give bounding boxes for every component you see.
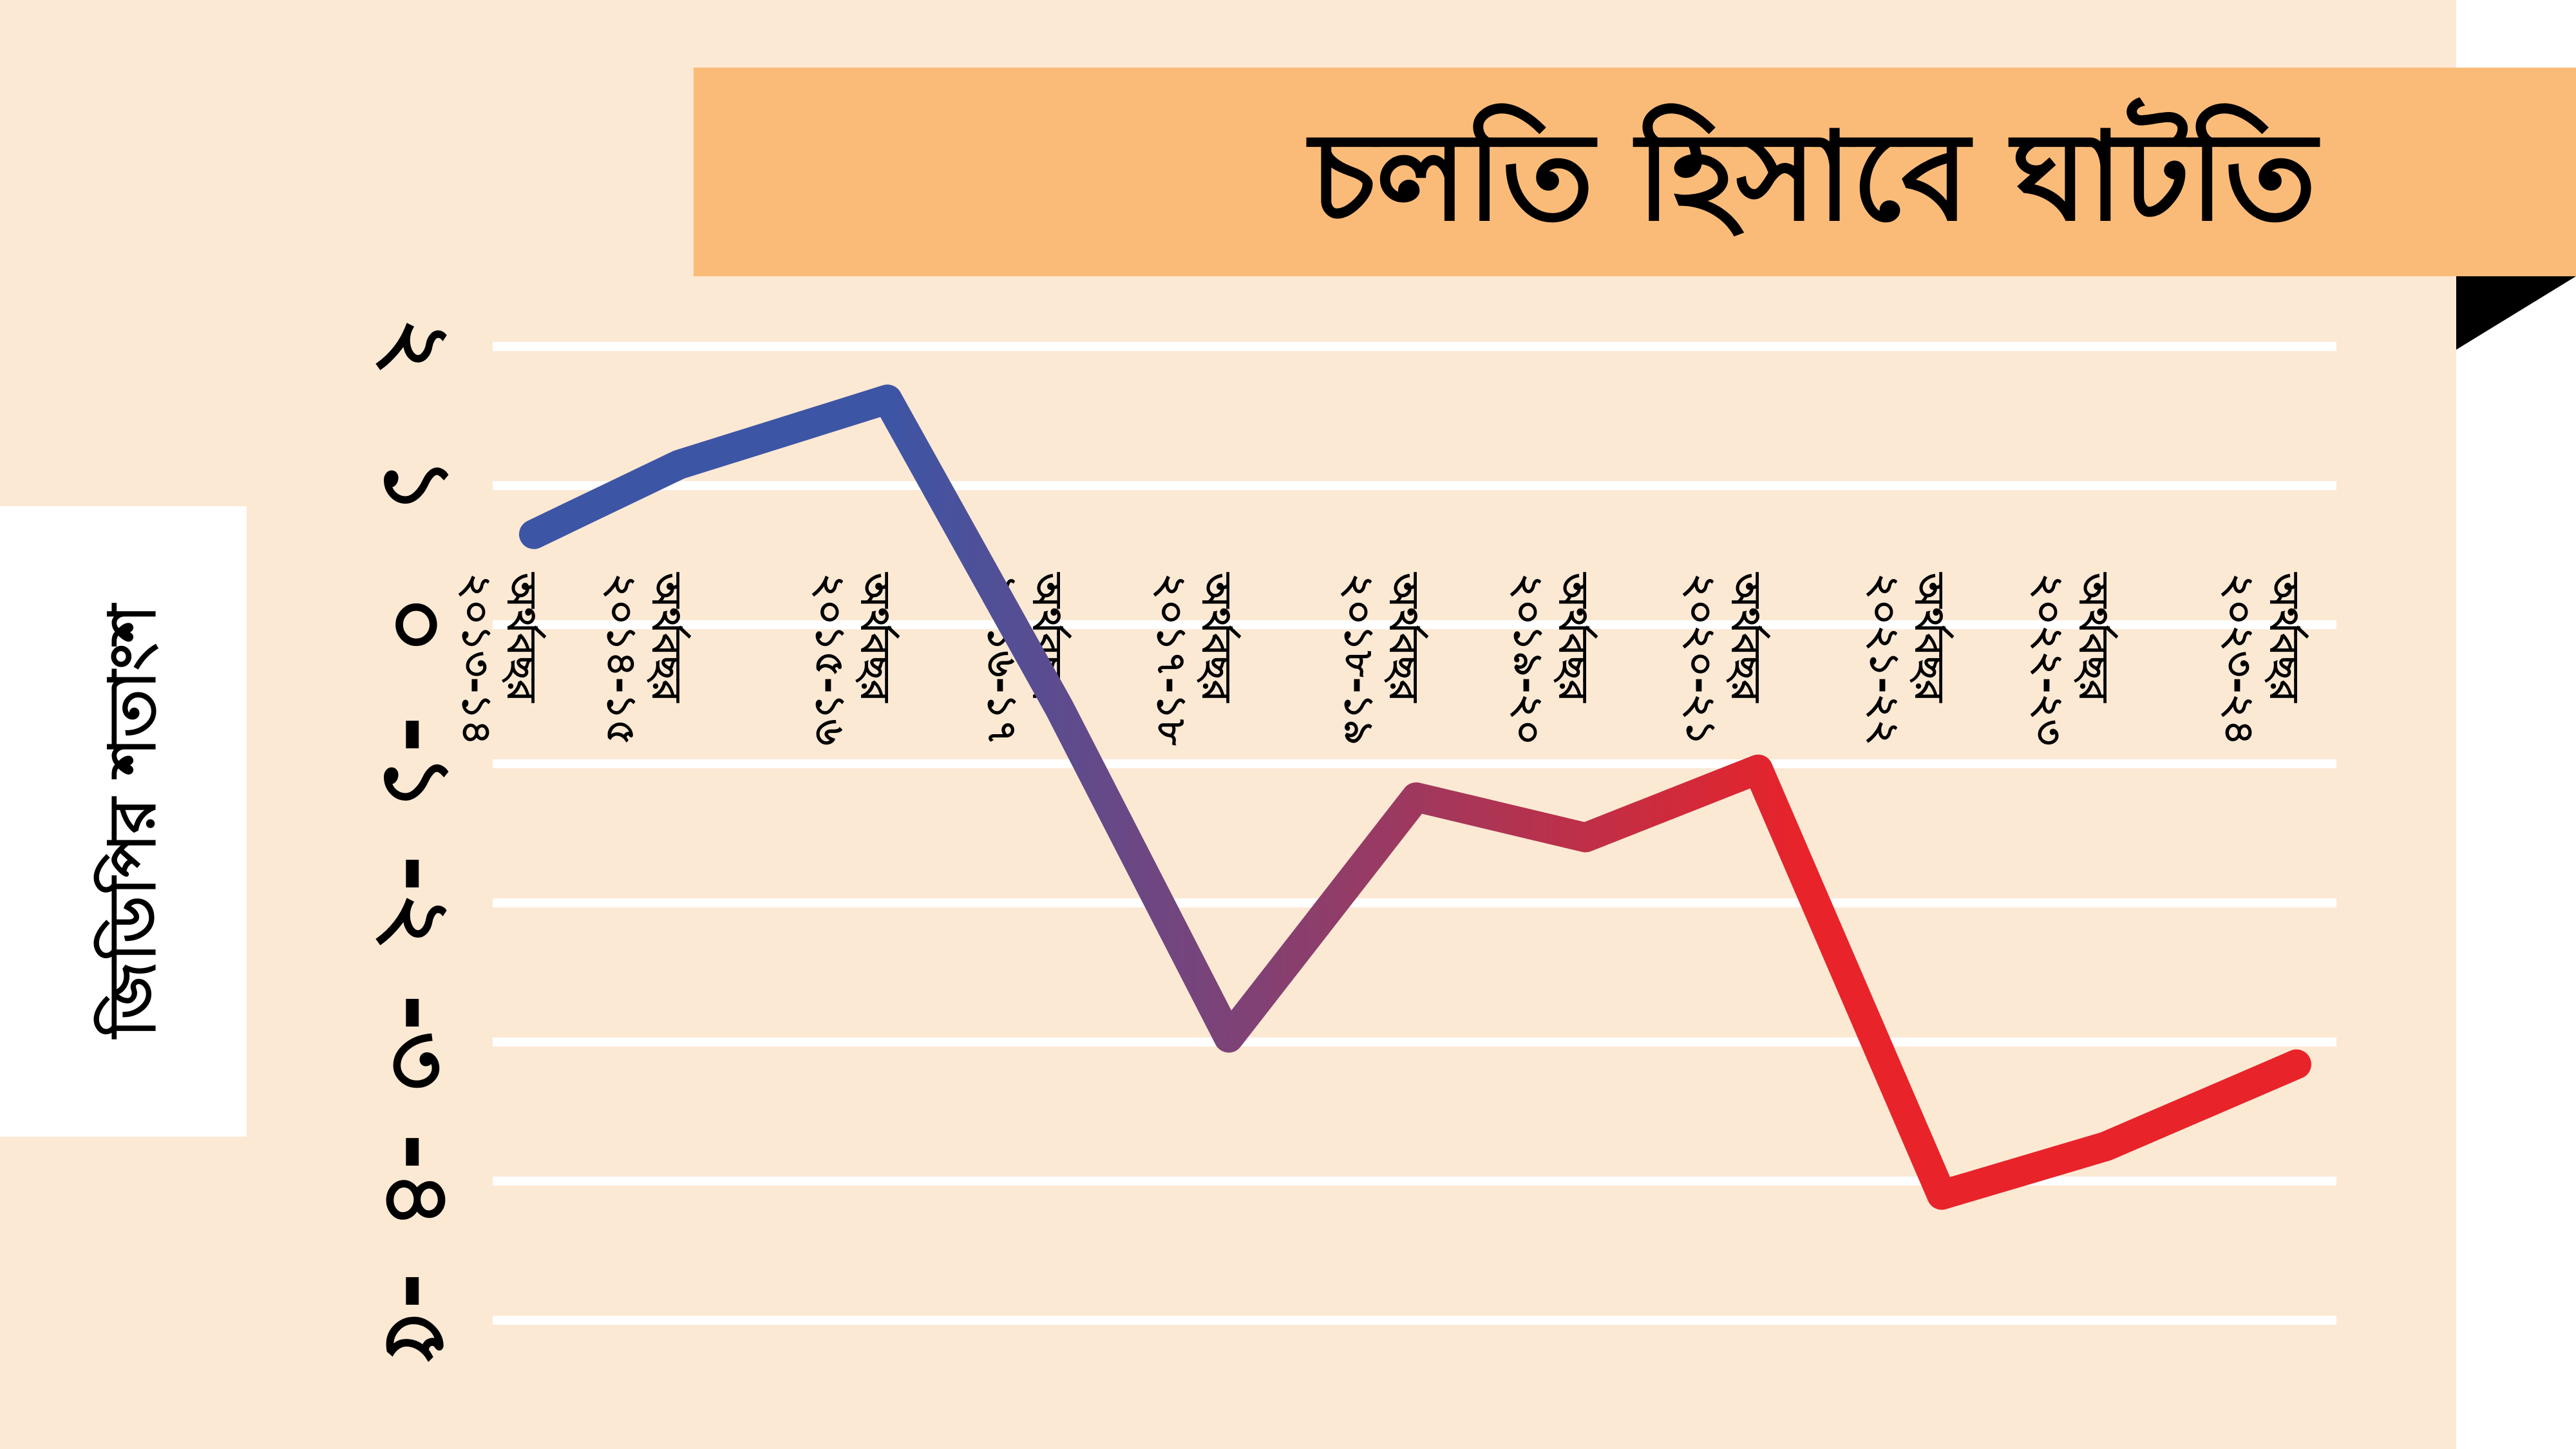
y-ticks: ২ ১ ০ -১ -২ -৩ -৪ -৫ — [365, 317, 469, 1368]
chart-title: চলতি হিসাবে ঘাটতি — [1306, 97, 2320, 248]
x-label-line1: অর্থবছর — [852, 572, 901, 703]
x-label-line2: ২০১৯-২০ — [1505, 573, 1552, 745]
x-label-line2: ২০১৫-১৬ — [807, 573, 854, 745]
y-tick-label: -৪ — [365, 1133, 469, 1229]
x-label-line1: অর্থবছর — [1723, 572, 1772, 703]
y-tick-label: -৫ — [365, 1273, 469, 1368]
x-label-line1: অর্থবছর — [2070, 572, 2119, 703]
x-label-line1: অর্থবছর — [1906, 572, 1955, 703]
x-label-line1: অর্থবছর — [1381, 572, 1430, 703]
x-label-line1: অর্থবছর — [498, 572, 547, 703]
x-label-line1: অর্থবছর — [1550, 572, 1599, 703]
y-axis-title: জিডিপির শতাংশ — [93, 602, 170, 1039]
x-label-line2: ২০২৩-২৪ — [2216, 573, 2263, 746]
x-label-line1: অর্থবছর — [2261, 572, 2310, 703]
y-tick-label: -২ — [365, 855, 469, 951]
y-tick-label: ০ — [365, 595, 469, 654]
banner-fold — [2456, 276, 2576, 350]
x-label-line1: অর্থবছর — [1193, 572, 1242, 703]
x-label-line2: ২০২২-২৩ — [2025, 573, 2072, 746]
y-tick-label: -৩ — [365, 994, 469, 1090]
x-label-line2: ২০২১-২২ — [1861, 573, 1908, 746]
y-axis-title-box — [0, 506, 247, 1137]
x-label-line2: ২০১৮-১৯ — [1336, 573, 1383, 745]
y-tick-label: ১ — [365, 457, 469, 515]
x-label-line2: ২০১৭-১৮ — [1148, 573, 1195, 746]
y-tick-label: ২ — [365, 317, 469, 375]
x-label-line2: ২০১৩-১৪ — [453, 573, 500, 745]
series — [519, 384, 2311, 1210]
title-banner — [694, 68, 2576, 276]
x-label-line2: ২০১৪-১৫ — [598, 573, 645, 745]
x-label-line1: অর্থবছর — [643, 572, 692, 703]
series-line — [519, 384, 2311, 1210]
x-label-line2: ২০২০-২১ — [1678, 573, 1725, 746]
y-tick-label: -১ — [365, 716, 469, 812]
